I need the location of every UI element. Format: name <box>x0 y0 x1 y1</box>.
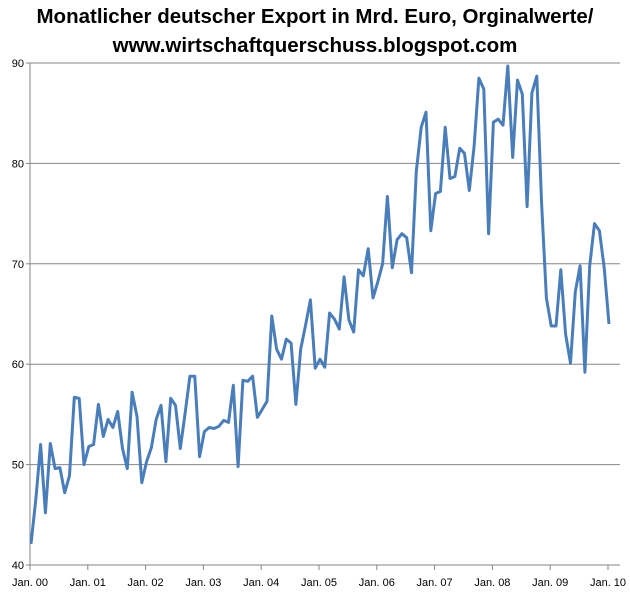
y-tick-label: 90 <box>12 58 24 70</box>
y-tick-label: 60 <box>12 359 24 371</box>
chart-title: Monatlicher deutscher Export in Mrd. Eur… <box>0 2 630 60</box>
y-tick-label: 50 <box>12 460 24 472</box>
y-tick-label: 80 <box>12 158 24 170</box>
chart-title-line-2: www.wirtschaftquerschuss.blogspot.com <box>112 34 518 57</box>
y-tick-label: 40 <box>12 560 24 572</box>
x-tick-label: Jan. 09 <box>532 577 568 589</box>
x-tick-label: Jan. 04 <box>243 577 279 589</box>
x-tick-label: Jan. 07 <box>417 577 453 589</box>
chart-title-line-1: Monatlicher deutscher Export in Mrd. Eur… <box>36 5 594 28</box>
x-tick-label: Jan. 08 <box>474 577 510 589</box>
x-tick-label: Jan. 06 <box>359 577 395 589</box>
x-tick-label: Jan. 05 <box>301 577 337 589</box>
series-line <box>29 64 611 545</box>
x-tick-label: Jan. 03 <box>185 577 221 589</box>
x-tick-label: Jan. 02 <box>128 577 164 589</box>
x-tick-label: Jan. 00 <box>12 577 48 589</box>
x-tick-label: Jan. 01 <box>70 577 106 589</box>
y-tick-label: 70 <box>12 259 24 271</box>
x-tick-label: Jan. 10 <box>590 577 626 589</box>
